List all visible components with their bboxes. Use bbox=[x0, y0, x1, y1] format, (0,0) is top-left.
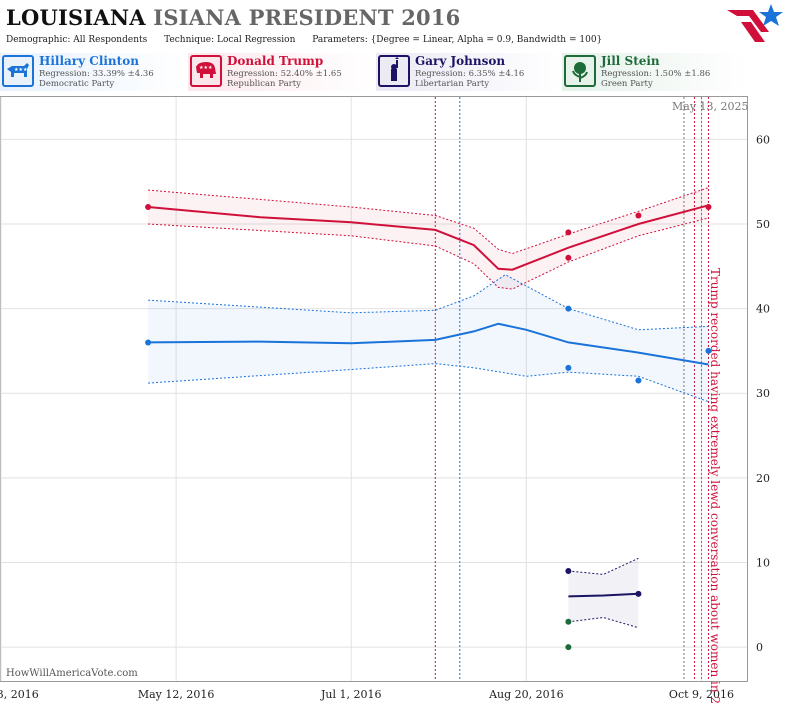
poll-point bbox=[145, 339, 152, 346]
x-tick-label: Oct 9, 2016 bbox=[669, 688, 734, 701]
poll-point bbox=[565, 618, 572, 625]
site-logo-icon bbox=[727, 4, 783, 42]
poll-point bbox=[635, 590, 642, 597]
x-tick-label: May 12, 2016 bbox=[138, 688, 215, 701]
trend-line bbox=[568, 592, 639, 598]
title-state: LOUISIANA bbox=[6, 5, 146, 30]
datestamp: May 13, 2025 bbox=[672, 100, 749, 113]
technique-label: Technique: Local Regression bbox=[164, 35, 296, 45]
y-tick-label: 40 bbox=[756, 303, 770, 316]
parameters-line: Demographic: All Respondents Technique: … bbox=[6, 35, 616, 45]
candidate-regression: Regression: 52.40% ±1.65 bbox=[227, 69, 342, 79]
confidence-band bbox=[148, 274, 709, 402]
x-tick-label: Aug 20, 2016 bbox=[488, 688, 564, 701]
candidate-regression: Regression: 6.35% ±4.16 bbox=[415, 69, 525, 79]
candidate-stein[interactable]: Jill Stein Regression: 1.50% ±1.86 Green… bbox=[562, 53, 748, 91]
candidate-party: Libertarian Party bbox=[415, 79, 490, 89]
candidate-party: Green Party bbox=[601, 79, 653, 89]
candidate-legend: ★★★ Hillary Clinton Regression: 33.39% ±… bbox=[0, 53, 789, 93]
lower-bound-line bbox=[148, 217, 709, 290]
poll-point bbox=[145, 204, 152, 211]
elephant-icon: ★★★ bbox=[190, 55, 222, 87]
poll-point bbox=[565, 305, 572, 312]
candidate-regression: Regression: 1.50% ±1.86 bbox=[601, 69, 711, 79]
candidate-name: Jill Stein bbox=[601, 54, 660, 68]
donkey-icon: ★★★ bbox=[2, 55, 34, 87]
y-tick-label: 60 bbox=[756, 133, 770, 146]
upper-bound-line bbox=[568, 557, 639, 575]
poll-point bbox=[635, 377, 642, 384]
demographic-label: Demographic: All Respondents bbox=[6, 35, 148, 45]
chart-header: LOUISIANA ISIANA PRESIDENT 2016 Demograp… bbox=[0, 0, 789, 52]
candidate-clinton[interactable]: ★★★ Hillary Clinton Regression: 33.39% ±… bbox=[0, 53, 186, 91]
leaf-icon bbox=[564, 55, 596, 87]
trend-line bbox=[148, 322, 709, 366]
title-rest: ISIANA PRESIDENT 2016 bbox=[153, 5, 461, 30]
upper-bound-line bbox=[148, 187, 709, 255]
trend-line bbox=[148, 204, 709, 271]
y-tick-label: 0 bbox=[756, 641, 763, 654]
poll-point bbox=[565, 567, 572, 574]
parameters-label: Parameters: {Degree = Linear, Alpha = 0.… bbox=[312, 35, 603, 45]
y-tick-label: 50 bbox=[756, 218, 770, 231]
chart-title: LOUISIANA ISIANA PRESIDENT 2016 bbox=[6, 5, 460, 30]
poll-point bbox=[565, 364, 572, 371]
confidence-band bbox=[148, 187, 709, 290]
lower-bound-line bbox=[148, 363, 709, 403]
event-annotation: Trump recorded having extremely lewd con… bbox=[708, 268, 722, 704]
candidate-name: Donald Trump bbox=[227, 54, 324, 68]
y-tick-label: 20 bbox=[756, 472, 770, 485]
poll-point bbox=[565, 254, 572, 261]
candidate-party: Republican Party bbox=[227, 79, 301, 89]
poll-point bbox=[565, 644, 572, 651]
svg-text:★★★: ★★★ bbox=[14, 67, 28, 73]
statue-of-liberty-icon bbox=[378, 55, 410, 87]
x-tick-label: Jul 1, 2016 bbox=[320, 688, 382, 701]
poll-point bbox=[635, 212, 642, 219]
poll-point bbox=[565, 229, 572, 236]
x-tick-label: Mar 23, 2016 bbox=[0, 688, 39, 701]
site-credit: HowWillAmericaVote.com bbox=[6, 668, 138, 679]
svg-text:★★★: ★★★ bbox=[199, 65, 213, 71]
candidate-party: Democratic Party bbox=[39, 79, 115, 89]
candidate-name: Hillary Clinton bbox=[39, 54, 139, 68]
candidate-name: Gary Johnson bbox=[415, 54, 506, 68]
upper-bound-line bbox=[148, 274, 709, 331]
poll-point bbox=[705, 347, 712, 354]
y-tick-label: 10 bbox=[756, 557, 770, 570]
candidate-johnson[interactable]: Gary Johnson Regression: 6.35% ±4.16 Lib… bbox=[376, 53, 562, 91]
poll-point bbox=[705, 204, 712, 211]
y-tick-label: 30 bbox=[756, 387, 770, 400]
candidate-regression: Regression: 33.39% ±4.36 bbox=[39, 69, 154, 79]
confidence-band bbox=[568, 558, 639, 628]
candidate-trump[interactable]: ★★★ Donald Trump Regression: 52.40% ±1.6… bbox=[188, 53, 374, 91]
